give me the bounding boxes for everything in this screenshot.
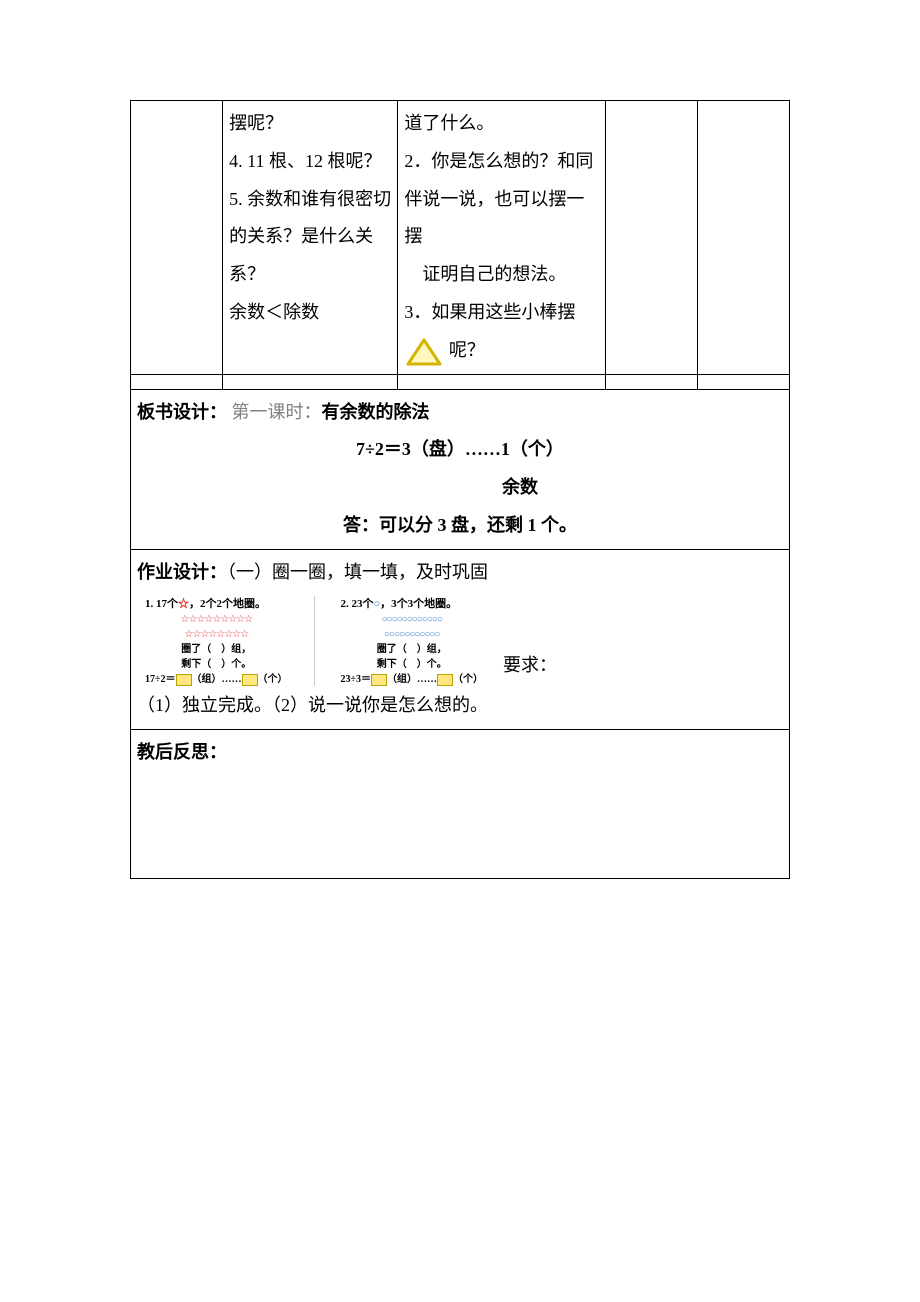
board-gray-text: 第一课时： (232, 402, 322, 422)
requirement-text: （1）独立完成。（2）说一说你是怎么想的。 (137, 687, 783, 725)
board-title-bold: 有余数的除法 (322, 402, 430, 422)
ex2-eq-mid: （组）…… (387, 674, 437, 685)
ex1-line-b: 剩下（ ）个。 (145, 657, 288, 672)
star-icon: ☆ (178, 598, 189, 610)
text-line: 证明自己的想法。 (404, 256, 598, 294)
ex1-eq-post: （个） (258, 674, 288, 685)
cell-student-activity: 道了什么。 2．你是怎么想的？和同伴说一说，也可以摆一摆 证明自己的想法。 3．… (398, 101, 605, 375)
ex2-line-b: 剩下（ ）个。 (341, 657, 484, 672)
text-line: 4. 11 根、12 根呢？ (229, 143, 391, 181)
ex1-title-pre: 1. 17个 (145, 598, 178, 610)
cell-empty-d (605, 101, 697, 375)
ex1-stars-row2: ☆☆☆☆☆☆☆☆ (145, 627, 288, 642)
spacer-cell (223, 374, 398, 389)
text-line: 2．你是怎么想的？和同伴说一说，也可以摆一摆 (404, 143, 598, 256)
table-row-spacer (131, 374, 790, 389)
text-line: 道了什么。 (404, 105, 598, 143)
spacer-cell (605, 374, 697, 389)
text-line: 摆呢？ (229, 105, 391, 143)
ex1-title-post: ，2个2个地圈。 (189, 598, 266, 610)
exercise-1: 1. 17个☆，2个2个地圈。 ☆☆☆☆☆☆☆☆☆ ☆☆☆☆☆☆☆☆ 圈了（ ）… (145, 596, 288, 688)
text-line: 5. 余数和谁有很密切的关系？是什么关系？ (229, 181, 391, 294)
ex2-eq-post: （个） (453, 674, 483, 685)
yellow-box-icon (176, 674, 192, 686)
table-row: 摆呢？ 4. 11 根、12 根呢？ 5. 余数和谁有很密切的关系？是什么关系？… (131, 101, 790, 375)
spacer-cell (398, 374, 605, 389)
exercise-block: 1. 17个☆，2个2个地圈。 ☆☆☆☆☆☆☆☆☆ ☆☆☆☆☆☆☆☆ 圈了（ ）… (145, 596, 783, 688)
table-row-reflection: 教后反思： (131, 729, 790, 878)
ex2-title-pre: 2. 23个 (341, 598, 374, 610)
ex2-circles-row1: ○○○○○○○○○○○○ (341, 612, 484, 627)
document-page: 摆呢？ 4. 11 根、12 根呢？ 5. 余数和谁有很密切的关系？是什么关系？… (130, 0, 790, 879)
cell-empty-a (131, 101, 223, 375)
board-title-line: 板书设计： 第一课时：有余数的除法 (137, 394, 783, 432)
homework-cell: 作业设计：（一）圈一圈，填一填，及时巩固 1. 17个☆，2个2个地圈。 ☆☆☆… (131, 549, 790, 729)
ex2-line-a: 圈了（ ）组， (341, 642, 484, 657)
triangle-line: 呢？ (404, 332, 598, 370)
yellow-box-icon (437, 674, 453, 686)
homework-subtitle: （一）圈一圈，填一填，及时巩固 (227, 562, 488, 582)
text-fragment: 3．如果用这些小棒摆 (404, 302, 575, 322)
text-tail: 呢？ (449, 340, 485, 360)
board-equation: 7÷2＝3（盘）……1（个） (137, 431, 783, 469)
ex1-eq-mid: （组）…… (192, 674, 242, 685)
text-line: 3．如果用这些小棒摆 (404, 294, 598, 332)
ex1-line-a: 圈了（ ）组， (145, 642, 288, 657)
exercise-2: 2. 23个○，3个3个地圈。 ○○○○○○○○○○○○ ○○○○○○○○○○○… (341, 596, 484, 688)
ex1-title: 1. 17个☆，2个2个地圈。 (145, 596, 288, 613)
board-answer: 答：可以分 3 盘，还剩 1 个。 (137, 507, 783, 545)
ex2-title-post: ，3个3个地圈。 (380, 598, 457, 610)
text-line: 余数＜除数 (229, 294, 391, 332)
spacer-cell (131, 374, 223, 389)
spacer-cell (697, 374, 789, 389)
yellow-box-icon (371, 674, 387, 686)
board-remainder-label: 余数 (137, 469, 783, 507)
table-row-board: 板书设计： 第一课时：有余数的除法 7÷2＝3（盘）……1（个） 余数 答：可以… (131, 389, 790, 549)
triangle-icon (404, 336, 444, 368)
cell-teacher-activity: 摆呢？ 4. 11 根、12 根呢？ 5. 余数和谁有很密切的关系？是什么关系？… (223, 101, 398, 375)
requirement-label: 要求： (503, 647, 557, 685)
ex2-eq-pre: 23÷3＝ (341, 674, 372, 685)
table-row-homework: 作业设计：（一）圈一圈，填一填，及时巩固 1. 17个☆，2个2个地圈。 ☆☆☆… (131, 549, 790, 729)
lesson-plan-table: 摆呢？ 4. 11 根、12 根呢？ 5. 余数和谁有很密切的关系？是什么关系？… (130, 100, 790, 879)
ex1-stars-row1: ☆☆☆☆☆☆☆☆☆ (145, 612, 288, 627)
ex2-title: 2. 23个○，3个3个地圈。 (341, 596, 484, 613)
cell-empty-e (697, 101, 789, 375)
vertical-divider (314, 596, 315, 686)
reflection-label: 教后反思： (137, 742, 227, 762)
yellow-box-icon (242, 674, 258, 686)
ex1-eq-pre: 17÷2＝ (145, 674, 176, 685)
ex2-equation: 23÷3＝ （组）…… （个） (341, 672, 484, 687)
ex2-circles-row2: ○○○○○○○○○○○ (341, 627, 484, 642)
homework-label: 作业设计： (137, 562, 227, 582)
board-label: 板书设计： (137, 402, 227, 422)
ex1-equation: 17÷2＝ （组）…… （个） (145, 672, 288, 687)
homework-header: 作业设计：（一）圈一圈，填一填，及时巩固 (137, 554, 783, 592)
board-design-cell: 板书设计： 第一课时：有余数的除法 7÷2＝3（盘）……1（个） 余数 答：可以… (131, 389, 790, 549)
reflection-cell: 教后反思： (131, 729, 790, 878)
